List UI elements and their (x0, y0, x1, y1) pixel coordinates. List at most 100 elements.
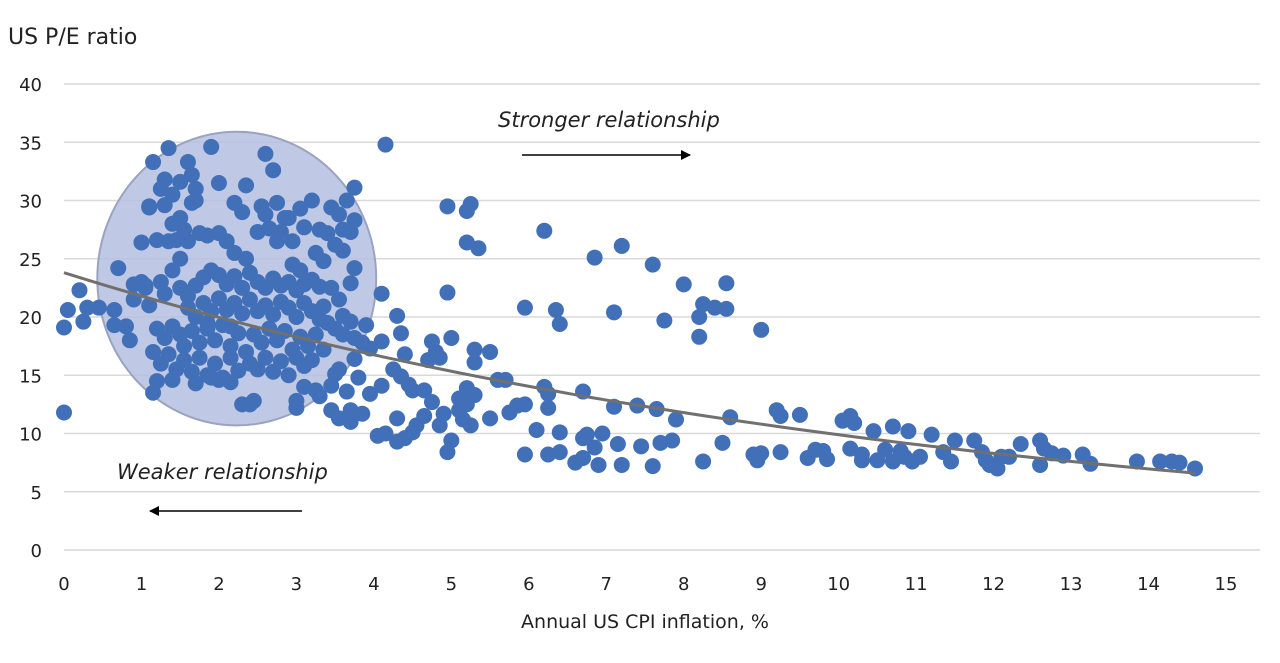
data-point (606, 304, 623, 321)
data-point (451, 390, 468, 407)
x-tick-label: 0 (58, 574, 69, 595)
data-point (346, 179, 363, 196)
data-point (133, 274, 150, 291)
x-tick-label: 3 (291, 574, 302, 595)
data-point (90, 299, 107, 316)
data-point (207, 355, 224, 372)
data-point (307, 326, 324, 343)
data-point (338, 192, 355, 209)
data-point (183, 166, 200, 183)
data-point (199, 314, 216, 331)
data-point (257, 349, 274, 366)
data-point (551, 444, 568, 461)
data-point (439, 198, 456, 215)
data-point (141, 297, 158, 314)
data-point (315, 298, 332, 315)
data-point (342, 413, 359, 430)
data-point (462, 417, 479, 434)
data-point (613, 237, 630, 254)
data-point (284, 256, 301, 273)
data-point (176, 338, 193, 355)
data-point (222, 374, 239, 391)
data-point (280, 367, 297, 384)
x-tick-label: 12 (982, 574, 1005, 595)
data-point (706, 299, 723, 316)
data-point (106, 317, 123, 334)
data-point (346, 212, 363, 229)
data-point (466, 341, 483, 358)
data-point (303, 352, 320, 369)
data-point (331, 206, 348, 223)
data-point (253, 334, 270, 351)
data-point (168, 232, 185, 249)
data-point (253, 198, 270, 215)
data-point (853, 452, 870, 469)
data-point (106, 302, 123, 319)
data-point (772, 408, 789, 425)
y-tick-label: 35 (19, 133, 42, 154)
data-point (361, 385, 378, 402)
data-point (110, 260, 127, 277)
data-point (644, 458, 661, 475)
data-point (288, 309, 305, 325)
data-point (516, 446, 533, 463)
data-point (218, 233, 235, 250)
data-point (900, 423, 917, 440)
data-point (675, 276, 692, 293)
annotation-stronger: Stronger relationship (498, 108, 720, 132)
data-point (296, 219, 313, 236)
data-point (172, 173, 189, 190)
data-point (664, 432, 681, 449)
data-point (373, 285, 390, 302)
data-point (714, 434, 731, 451)
data-point (269, 194, 286, 211)
data-point (172, 250, 189, 267)
y-tick-labels: 0 5 10 15 20 25 30 35 40 (19, 75, 42, 562)
data-point (121, 332, 138, 349)
data-point (327, 366, 344, 383)
data-point (238, 177, 255, 194)
data-point (133, 234, 150, 251)
x-tick-label: 8 (678, 574, 689, 595)
data-point (377, 425, 394, 442)
data-point (644, 256, 661, 273)
data-point (234, 305, 251, 322)
data-point (749, 452, 766, 469)
data-point (307, 382, 324, 399)
data-point (865, 423, 882, 440)
data-points (56, 136, 1204, 477)
data-point (718, 300, 735, 317)
data-point (59, 302, 76, 319)
data-point (586, 249, 603, 266)
data-point (501, 404, 518, 421)
data-point (311, 278, 328, 295)
y-tick-label: 20 (19, 308, 42, 329)
trendline (63, 271, 1196, 475)
data-point (594, 425, 611, 442)
data-point (439, 284, 456, 301)
x-tick-label: 11 (905, 574, 928, 595)
data-point (470, 240, 487, 257)
x-tick-label: 4 (368, 574, 379, 595)
data-point (772, 444, 789, 461)
x-axis-title: Annual US CPI inflation, % (521, 611, 769, 633)
data-point (156, 329, 173, 346)
data-point (226, 268, 243, 285)
data-point (819, 451, 836, 468)
data-point (160, 346, 177, 363)
data-point (79, 299, 96, 316)
data-point (141, 198, 158, 215)
data-point (942, 453, 959, 470)
data-point (331, 291, 348, 308)
data-point (691, 328, 708, 345)
data-point (203, 138, 220, 155)
y-tick-label: 5 (31, 483, 42, 504)
data-point (385, 361, 402, 378)
data-point (307, 244, 324, 261)
data-point (578, 426, 595, 443)
data-point (609, 435, 626, 452)
data-point (392, 325, 409, 342)
data-point (1128, 453, 1145, 470)
data-point (334, 307, 351, 324)
data-point (257, 145, 274, 162)
